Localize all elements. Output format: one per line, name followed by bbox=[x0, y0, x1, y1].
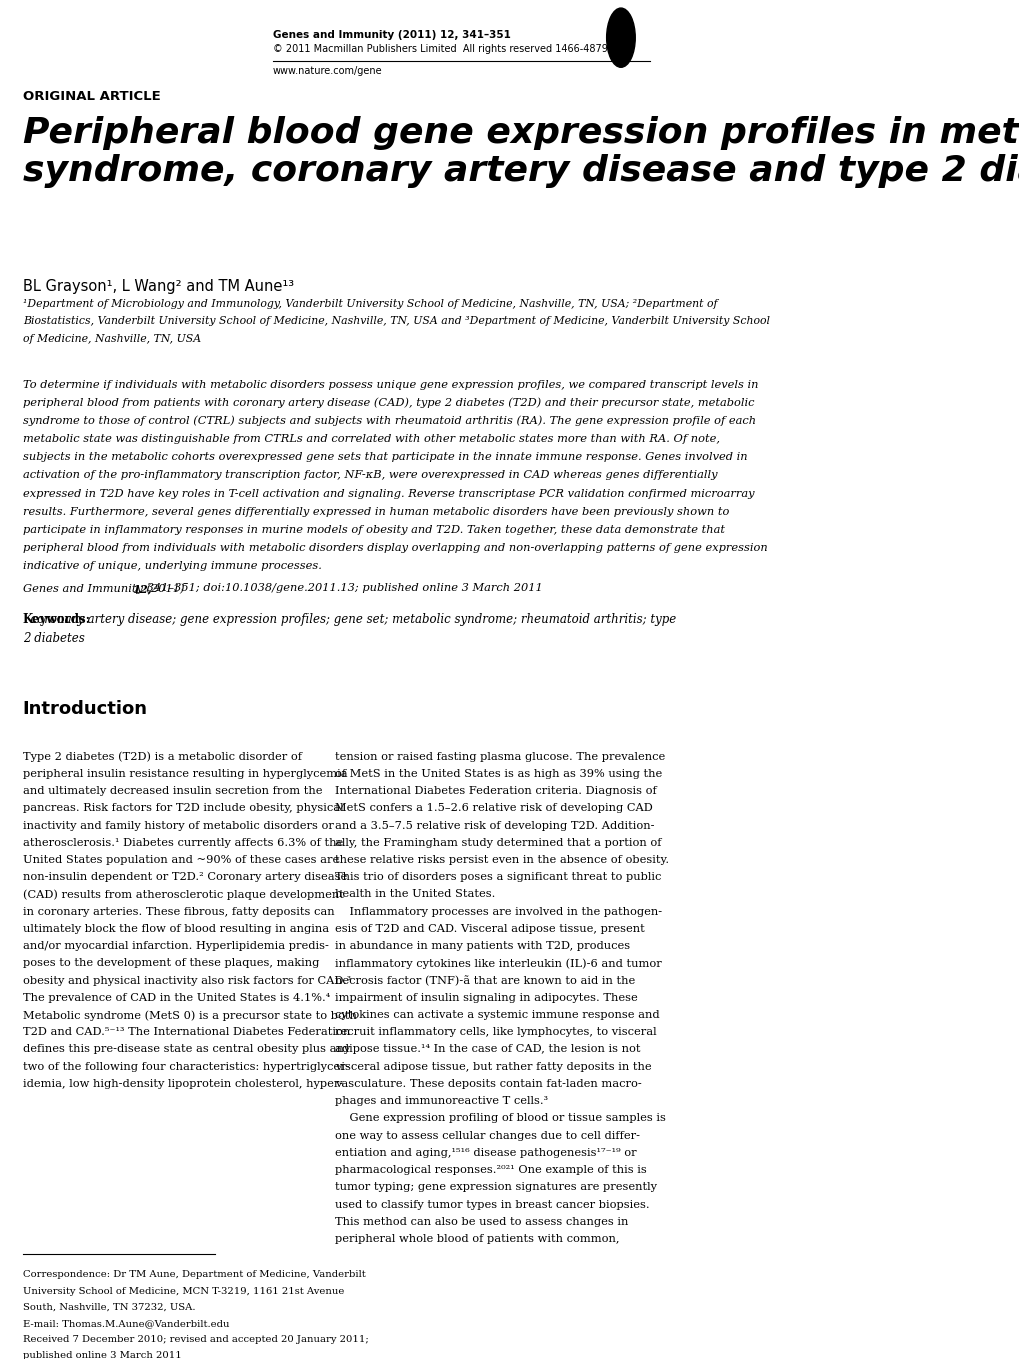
Text: results. Furthermore, several genes differentially expressed in human metabolic : results. Furthermore, several genes diff… bbox=[22, 507, 729, 516]
Text: expressed in T2D have key roles in T-cell activation and signaling. Reverse tran: expressed in T2D have key roles in T-cel… bbox=[22, 488, 753, 499]
Text: atherosclerosis.¹ Diabetes currently affects 6.3% of the: atherosclerosis.¹ Diabetes currently aff… bbox=[22, 837, 342, 848]
Text: used to classify tumor types in breast cancer biopsies.: used to classify tumor types in breast c… bbox=[334, 1200, 649, 1210]
Text: of Medicine, Nashville, TN, USA: of Medicine, Nashville, TN, USA bbox=[22, 334, 201, 344]
Text: BL Grayson¹, L Wang² and TM Aune¹³: BL Grayson¹, L Wang² and TM Aune¹³ bbox=[22, 279, 293, 294]
Text: Metabolic syndrome (MetS 0) is a precursor state to both: Metabolic syndrome (MetS 0) is a precurs… bbox=[22, 1010, 357, 1021]
Text: This trio of disorders poses a significant threat to public: This trio of disorders poses a significa… bbox=[334, 872, 660, 882]
Text: vasculature. These deposits contain fat-laden macro-: vasculature. These deposits contain fat-… bbox=[334, 1079, 641, 1089]
Text: Keywords:: Keywords: bbox=[22, 613, 91, 626]
Text: inactivity and family history of metabolic disorders or: inactivity and family history of metabol… bbox=[22, 821, 333, 830]
Text: idemia, low high-density lipoprotein cholesterol, hyper-: idemia, low high-density lipoprotein cho… bbox=[22, 1079, 342, 1089]
Text: ultimately block the flow of blood resulting in angina: ultimately block the flow of blood resul… bbox=[22, 924, 328, 934]
Text: published online 3 March 2011: published online 3 March 2011 bbox=[22, 1351, 181, 1359]
Text: 12,: 12, bbox=[131, 583, 152, 594]
Text: in abundance in many patients with T2D, produces: in abundance in many patients with T2D, … bbox=[334, 942, 630, 951]
Text: Introduction: Introduction bbox=[22, 700, 148, 719]
Text: Gene expression profiling of blood or tissue samples is: Gene expression profiling of blood or ti… bbox=[334, 1113, 665, 1124]
Text: South, Nashville, TN 37232, USA.: South, Nashville, TN 37232, USA. bbox=[22, 1303, 195, 1311]
Text: The prevalence of CAD in the United States is 4.1%.⁴: The prevalence of CAD in the United Stat… bbox=[22, 993, 330, 1003]
Text: United States population and ~90% of these cases are: United States population and ~90% of the… bbox=[22, 855, 338, 864]
Text: inflammatory cytokines like interleukin (IL)-6 and tumor: inflammatory cytokines like interleukin … bbox=[334, 958, 661, 969]
Text: Genes and Immunity (2011) 12, 341–351: Genes and Immunity (2011) 12, 341–351 bbox=[273, 30, 511, 39]
Text: Genes and Immunity (2011): Genes and Immunity (2011) bbox=[22, 583, 187, 594]
Text: subjects in the metabolic cohorts overexpressed gene sets that participate in th: subjects in the metabolic cohorts overex… bbox=[22, 453, 747, 462]
Text: activation of the pro-inflammatory transcription factor, NF-κB, were overexpress: activation of the pro-inflammatory trans… bbox=[22, 470, 716, 480]
Text: pharmacological responses.²⁰²¹ One example of this is: pharmacological responses.²⁰²¹ One examp… bbox=[334, 1165, 646, 1176]
Text: pancreas. Risk factors for T2D include obesity, physical: pancreas. Risk factors for T2D include o… bbox=[22, 803, 343, 813]
Text: two of the following four characteristics: hypertriglycer-: two of the following four characteristic… bbox=[22, 1061, 348, 1072]
Text: and a 3.5–7.5 relative risk of developing T2D. Addition-: and a 3.5–7.5 relative risk of developin… bbox=[334, 821, 654, 830]
Text: ORIGINAL ARTICLE: ORIGINAL ARTICLE bbox=[22, 90, 160, 103]
Text: © 2011 Macmillan Publishers Limited  All rights reserved 1466-4879/11: © 2011 Macmillan Publishers Limited All … bbox=[273, 45, 623, 54]
Text: peripheral whole blood of patients with common,: peripheral whole blood of patients with … bbox=[334, 1234, 619, 1243]
Text: To determine if individuals with metabolic disorders possess unique gene express: To determine if individuals with metabol… bbox=[22, 379, 757, 390]
Text: tumor typing; gene expression signatures are presently: tumor typing; gene expression signatures… bbox=[334, 1182, 656, 1192]
Text: ally, the Framingham study determined that a portion of: ally, the Framingham study determined th… bbox=[334, 837, 660, 848]
Text: peripheral blood from patients with coronary artery disease (CAD), type 2 diabet: peripheral blood from patients with coro… bbox=[22, 398, 753, 408]
Text: non-insulin dependent or T2D.² Coronary artery disease: non-insulin dependent or T2D.² Coronary … bbox=[22, 872, 346, 882]
Text: cytokines can activate a systemic immune response and: cytokines can activate a systemic immune… bbox=[334, 1010, 659, 1021]
Text: www.nature.com/gene: www.nature.com/gene bbox=[273, 67, 382, 76]
Text: poses to the development of these plaques, making: poses to the development of these plaque… bbox=[22, 958, 319, 969]
Text: these relative risks persist even in the absence of obesity.: these relative risks persist even in the… bbox=[334, 855, 668, 864]
Text: phages and immunoreactive T cells.³: phages and immunoreactive T cells.³ bbox=[334, 1097, 547, 1106]
Text: impairment of insulin signaling in adipocytes. These: impairment of insulin signaling in adipo… bbox=[334, 993, 637, 1003]
Text: health in the United States.: health in the United States. bbox=[334, 889, 495, 900]
Text: International Diabetes Federation criteria. Diagnosis of: International Diabetes Federation criter… bbox=[334, 786, 656, 796]
Text: This method can also be used to assess changes in: This method can also be used to assess c… bbox=[334, 1216, 628, 1227]
Text: metabolic state was distinguishable from CTRLs and correlated with other metabol: metabolic state was distinguishable from… bbox=[22, 434, 719, 444]
Text: Biostatistics, Vanderbilt University School of Medicine, Nashville, TN, USA and : Biostatistics, Vanderbilt University Sch… bbox=[22, 317, 769, 326]
Text: esis of T2D and CAD. Visceral adipose tissue, present: esis of T2D and CAD. Visceral adipose ti… bbox=[334, 924, 644, 934]
Text: 2 diabetes: 2 diabetes bbox=[22, 632, 85, 646]
Text: 341–351; doi:10.1038/gene.2011.13; published online 3 March 2011: 341–351; doi:10.1038/gene.2011.13; publi… bbox=[143, 583, 542, 594]
Text: syndrome to those of control (CTRL) subjects and subjects with rheumatoid arthri: syndrome to those of control (CTRL) subj… bbox=[22, 416, 755, 427]
Text: in coronary arteries. These fibrous, fatty deposits can: in coronary arteries. These fibrous, fat… bbox=[22, 906, 334, 917]
Text: Peripheral blood gene expression profiles in metabolic
syndrome, coronary artery: Peripheral blood gene expression profile… bbox=[22, 116, 1019, 188]
Text: University School of Medicine, MCN T-3219, 1161 21st Avenue: University School of Medicine, MCN T-321… bbox=[22, 1287, 343, 1295]
Text: adipose tissue.¹⁴ In the case of CAD, the lesion is not: adipose tissue.¹⁴ In the case of CAD, th… bbox=[334, 1045, 640, 1055]
Text: (CAD) results from atherosclerotic plaque development: (CAD) results from atherosclerotic plaqu… bbox=[22, 889, 343, 900]
Text: Type 2 diabetes (T2D) is a metabolic disorder of: Type 2 diabetes (T2D) is a metabolic dis… bbox=[22, 752, 302, 762]
Text: peripheral blood from individuals with metabolic disorders display overlapping a: peripheral blood from individuals with m… bbox=[22, 544, 766, 553]
Text: Inflammatory processes are involved in the pathogen-: Inflammatory processes are involved in t… bbox=[334, 906, 661, 917]
Text: and/or myocardial infarction. Hyperlipidemia predis-: and/or myocardial infarction. Hyperlipid… bbox=[22, 942, 328, 951]
Text: npg: npg bbox=[609, 33, 631, 42]
Text: indicative of unique, underlying immune processes.: indicative of unique, underlying immune … bbox=[22, 561, 321, 571]
Circle shape bbox=[606, 8, 635, 68]
Text: visceral adipose tissue, but rather fatty deposits in the: visceral adipose tissue, but rather fatt… bbox=[334, 1061, 651, 1072]
Text: MetS confers a 1.5–2.6 relative risk of developing CAD: MetS confers a 1.5–2.6 relative risk of … bbox=[334, 803, 652, 813]
Text: Correspondence: Dr TM Aune, Department of Medicine, Vanderbilt: Correspondence: Dr TM Aune, Department o… bbox=[22, 1271, 365, 1279]
Text: ¹Department of Microbiology and Immunology, Vanderbilt University School of Medi: ¹Department of Microbiology and Immunolo… bbox=[22, 299, 716, 308]
Text: entiation and aging,¹⁵¹⁶ disease pathogenesis¹⁷⁻¹⁹ or: entiation and aging,¹⁵¹⁶ disease pathoge… bbox=[334, 1148, 636, 1158]
Text: and ultimately decreased insulin secretion from the: and ultimately decreased insulin secreti… bbox=[22, 786, 322, 796]
Text: peripheral insulin resistance resulting in hyperglycemia: peripheral insulin resistance resulting … bbox=[22, 769, 347, 779]
Text: coronary artery disease; gene expression profiles; gene set; metabolic syndrome;: coronary artery disease; gene expression… bbox=[22, 613, 676, 626]
Text: recruit inflammatory cells, like lymphocytes, to visceral: recruit inflammatory cells, like lymphoc… bbox=[334, 1027, 656, 1037]
Text: Received 7 December 2010; revised and accepted 20 January 2011;: Received 7 December 2010; revised and ac… bbox=[22, 1335, 368, 1344]
Text: T2D and CAD.⁵⁻¹³ The International Diabetes Federation: T2D and CAD.⁵⁻¹³ The International Diabe… bbox=[22, 1027, 350, 1037]
Text: obesity and physical inactivity also risk factors for CAD.³: obesity and physical inactivity also ris… bbox=[22, 976, 351, 985]
Text: E-mail: Thomas.M.Aune@Vanderbilt.edu: E-mail: Thomas.M.Aune@Vanderbilt.edu bbox=[22, 1318, 229, 1328]
Text: defines this pre-disease state as central obesity plus any: defines this pre-disease state as centra… bbox=[22, 1045, 350, 1055]
Text: tension or raised fasting plasma glucose. The prevalence: tension or raised fasting plasma glucose… bbox=[334, 752, 664, 761]
Text: of MetS in the United States is as high as 39% using the: of MetS in the United States is as high … bbox=[334, 769, 661, 779]
Text: necrosis factor (TNF)-ã that are known to aid in the: necrosis factor (TNF)-ã that are known t… bbox=[334, 976, 635, 987]
Text: participate in inflammatory responses in murine models of obesity and T2D. Taken: participate in inflammatory responses in… bbox=[22, 525, 725, 535]
Text: one way to assess cellular changes due to cell differ-: one way to assess cellular changes due t… bbox=[334, 1131, 639, 1140]
